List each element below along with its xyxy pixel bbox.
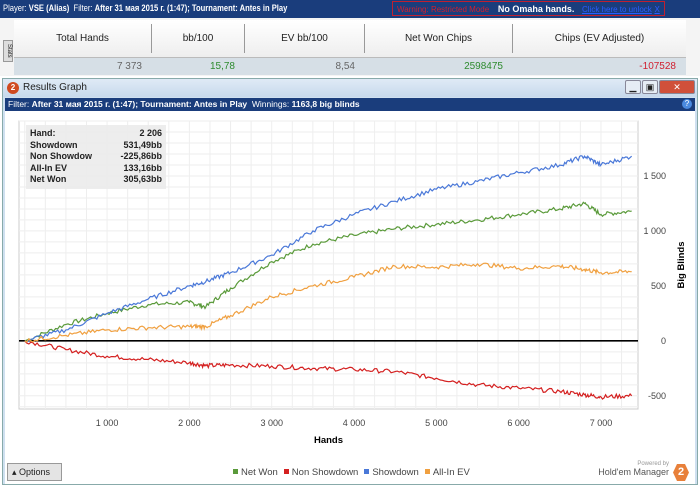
stats-value-row[interactable]: 7 373 15,78 8,54 2598475 -107528 xyxy=(14,58,686,75)
y-tick-label: 1 000 xyxy=(643,226,666,236)
tooltip-row: All-In EV 133,16bb xyxy=(30,163,162,175)
tooltip-row: Showdown 531,49bb xyxy=(30,140,162,152)
series-line-showdown xyxy=(24,154,633,343)
total-hands-value: 7 373 xyxy=(116,61,142,72)
unlock-link[interactable]: Click here to unlock xyxy=(581,5,652,14)
col-bb100[interactable]: bb/100 xyxy=(152,24,245,53)
close-banner-button[interactable]: X xyxy=(654,5,660,14)
help-icon[interactable]: ? xyxy=(682,99,692,109)
minimize-button[interactable]: ▁ xyxy=(625,80,641,94)
legend-item[interactable]: Non Showdown xyxy=(291,467,359,478)
stats-tab[interactable]: Stats xyxy=(3,40,13,62)
legend-swatch-icon xyxy=(364,469,370,474)
x-tick-label: 7 000 xyxy=(590,418,613,428)
brand-name: Hold'em Manager xyxy=(598,467,669,477)
legend-swatch-icon xyxy=(283,469,289,474)
series-line-net-won xyxy=(24,201,632,342)
x-tick-label: 6 000 xyxy=(507,418,530,428)
tooltip-label: Non Showdow xyxy=(30,151,92,161)
y-tick-label: 1 500 xyxy=(643,171,666,181)
series-line-non-showdown xyxy=(24,340,633,400)
bb100-value: 15,78 xyxy=(209,61,235,72)
hm2-badge-icon: 2 xyxy=(673,464,689,481)
series-line-all-in-ev xyxy=(24,262,632,343)
player-filter-text-group: Player: VSE (Alias) Filter: After 31 мая… xyxy=(3,0,287,18)
x-axis-label: Hands xyxy=(314,435,343,446)
winnings-label: Winnings: xyxy=(251,99,290,109)
results-chart[interactable]: 1 000 2 000 3 000 4 000 5 000 6 000 7 000 -500 0… xyxy=(5,111,695,461)
window-titlebar[interactable]: 2 Results Graph ▁ ▣ ✕ xyxy=(3,79,697,97)
winnings-value: 1163,8 big blinds xyxy=(291,99,360,109)
x-tick-label: 1 000 xyxy=(96,418,119,428)
tooltip-value: -225,86bb xyxy=(120,151,162,161)
tooltip-row: Non Showdow -225,86bb xyxy=(30,151,162,163)
tooltip-label: Showdown xyxy=(30,139,78,150)
tooltip-row: Hand: 2 206 xyxy=(30,128,162,140)
options-button[interactable]: ▴ Options xyxy=(7,463,62,481)
legend-item[interactable]: All-In EV xyxy=(432,467,470,478)
warning-text: Warning: Restricted Mode xyxy=(397,5,490,14)
y-tick-label: 0 xyxy=(661,336,666,346)
legend-swatch-icon xyxy=(424,469,430,474)
legend-item[interactable]: Net Won xyxy=(241,467,278,478)
options-label: Options xyxy=(19,467,51,477)
col-ev-bb100[interactable]: EV bb/100 xyxy=(245,24,365,53)
filter-label: Filter: xyxy=(73,3,93,14)
graph-filter-label: Filter: xyxy=(8,99,30,109)
chips-ev-adjusted-value: -107528 xyxy=(639,61,676,72)
tooltip-value: 305,63bb xyxy=(123,174,162,184)
player-label: Player: xyxy=(3,3,27,14)
tooltip-value: 531,49bb xyxy=(123,139,162,150)
y-tick-label: 500 xyxy=(651,281,666,291)
omaha-notice: No Omaha hands. xyxy=(497,4,575,14)
filter-text: After 31 мая 2015 г. (1:47); Tournament:… xyxy=(94,3,288,14)
results-graph-window: 2 Results Graph ▁ ▣ ✕ Filter: After 31 м… xyxy=(2,78,698,485)
col-net-won-chips[interactable]: Net Won Chips xyxy=(365,24,513,53)
player-name: VSE (Alias) xyxy=(28,3,70,14)
player-filter-bar: Player: VSE (Alias) Filter: After 31 мая… xyxy=(0,0,700,18)
y-axis-label: Big Blinds xyxy=(676,242,687,289)
graph-filter-text: After 31 мая 2015 г. (1:47); Tournament:… xyxy=(31,99,248,109)
restriction-banner: Warning: Restricted Mode No Omaha hands.… xyxy=(392,1,665,16)
tooltip-row: Net Won 305,63bb xyxy=(30,174,162,186)
y-tick-label: -500 xyxy=(648,391,666,401)
x-tick-label: 3 000 xyxy=(260,418,283,428)
tooltip-value: 2 206 xyxy=(139,128,162,138)
hover-tooltip: Hand: 2 206 Showdown 531,49bb Non Showdow -22… xyxy=(26,125,166,189)
col-total-hands[interactable]: Total Hands xyxy=(14,24,152,53)
legend-item[interactable]: Showdown xyxy=(372,467,419,478)
tooltip-value: 133,16bb xyxy=(123,162,162,173)
tooltip-label: All-In EV xyxy=(30,162,68,173)
col-chips-ev-adjusted[interactable]: Chips (EV Adjusted) xyxy=(554,33,645,44)
close-button[interactable]: ✕ xyxy=(659,80,695,94)
window-title: Results Graph xyxy=(23,82,87,93)
chart-legend: Net Won Non Showdown Showdown All-In EV xyxy=(227,467,470,478)
maximize-button[interactable]: ▣ xyxy=(642,80,658,94)
x-tick-label: 4 000 xyxy=(343,418,366,428)
tooltip-label: Net Won xyxy=(30,174,67,184)
legend-swatch-icon xyxy=(233,469,238,474)
powered-by-brand: Powered by Hold'em Manager 2 xyxy=(598,461,689,481)
graph-filter-bar: Filter: After 31 мая 2015 г. (1:47); Tou… xyxy=(5,98,695,111)
stats-header-row: Total Hands bb/100 EV bb/100 Net Won Chi… xyxy=(14,20,686,58)
stats-panel: Stats Total Hands bb/100 EV bb/100 Net W… xyxy=(0,18,700,76)
tooltip-label: Hand: xyxy=(30,128,56,138)
ev-bb100-value: 8,54 xyxy=(335,61,355,72)
graph-footer: ▴ Options Net Won Non Showdown Showdown All… xyxy=(5,461,695,484)
x-tick-label: 5 000 xyxy=(425,418,448,428)
x-tick-label: 2 000 xyxy=(178,418,201,428)
powered-by-text: Powered by xyxy=(637,461,669,467)
hm2-logo-icon: 2 xyxy=(7,82,19,94)
net-won-chips-value: 2598475 xyxy=(464,61,503,72)
